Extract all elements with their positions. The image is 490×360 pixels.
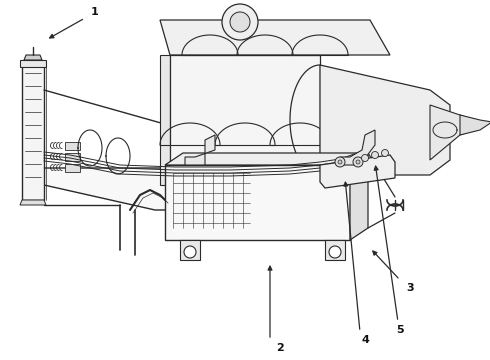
Polygon shape <box>44 168 340 210</box>
Circle shape <box>353 157 363 167</box>
Polygon shape <box>22 63 44 200</box>
Polygon shape <box>165 165 350 240</box>
Circle shape <box>222 4 258 40</box>
Polygon shape <box>320 65 450 175</box>
Circle shape <box>335 157 345 167</box>
Circle shape <box>371 152 378 158</box>
FancyBboxPatch shape <box>65 153 79 161</box>
Polygon shape <box>350 153 368 240</box>
Polygon shape <box>160 20 390 55</box>
Polygon shape <box>170 55 320 185</box>
Text: 4: 4 <box>361 335 369 345</box>
Circle shape <box>338 160 342 164</box>
Polygon shape <box>180 240 200 260</box>
Circle shape <box>184 246 196 258</box>
FancyBboxPatch shape <box>65 163 79 171</box>
Polygon shape <box>24 55 42 60</box>
Circle shape <box>329 246 341 258</box>
Polygon shape <box>170 185 320 200</box>
Circle shape <box>230 12 250 32</box>
Polygon shape <box>160 55 170 185</box>
Circle shape <box>382 149 389 157</box>
Polygon shape <box>320 155 395 188</box>
Polygon shape <box>20 200 46 205</box>
FancyBboxPatch shape <box>65 141 79 149</box>
FancyBboxPatch shape <box>186 142 204 156</box>
Polygon shape <box>185 135 215 165</box>
Text: 5: 5 <box>396 325 404 335</box>
Polygon shape <box>165 153 368 165</box>
Text: 2: 2 <box>276 343 284 353</box>
Polygon shape <box>460 115 490 135</box>
Polygon shape <box>20 60 46 67</box>
Polygon shape <box>430 105 475 160</box>
Text: 3: 3 <box>406 283 414 293</box>
Polygon shape <box>325 240 345 260</box>
Text: 1: 1 <box>91 7 99 17</box>
Polygon shape <box>340 130 375 165</box>
Circle shape <box>356 160 360 164</box>
Circle shape <box>362 154 368 162</box>
